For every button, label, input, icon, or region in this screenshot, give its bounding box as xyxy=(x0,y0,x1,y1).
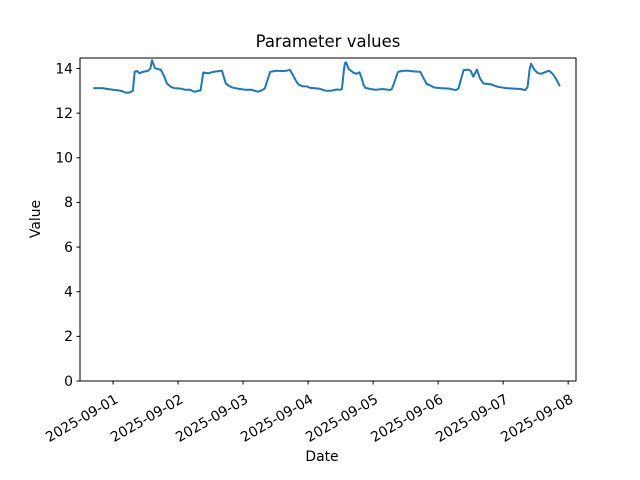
y-tick-label: 0 xyxy=(64,374,73,390)
y-axis-ticks: 0 2 4 6 8 10 12 14 xyxy=(55,61,80,390)
x-axis-title: Date xyxy=(305,449,338,465)
x-tick-label: 2025-09-05 xyxy=(303,392,381,446)
y-tick-label: 12 xyxy=(55,106,73,122)
y-axis-title: Value xyxy=(28,200,44,238)
series-group xyxy=(93,59,561,94)
y-tick-label: 6 xyxy=(64,240,73,256)
y-tick-label: 2 xyxy=(64,329,73,345)
x-tick-label: 2025-09-03 xyxy=(173,392,251,446)
axes-frame xyxy=(79,57,577,382)
x-tick-label: 2025-09-02 xyxy=(108,392,186,446)
x-tick-label: 2025-09-07 xyxy=(433,392,511,446)
y-tick-label: 4 xyxy=(64,285,73,301)
y-tick-label: 10 xyxy=(55,151,73,167)
x-tick-label: 2025-09-04 xyxy=(238,392,316,446)
series-line xyxy=(93,59,561,94)
x-tick-label: 2025-09-08 xyxy=(498,392,576,446)
chart-title: Parameter values xyxy=(256,32,401,51)
y-tick-label: 14 xyxy=(55,61,73,77)
y-tick-label: 8 xyxy=(64,195,73,211)
x-axis-ticks: 2025-09-012025-09-022025-09-032025-09-04… xyxy=(43,381,576,446)
x-tick-label: 2025-09-01 xyxy=(43,392,121,446)
x-tick-label: 2025-09-06 xyxy=(368,392,446,446)
